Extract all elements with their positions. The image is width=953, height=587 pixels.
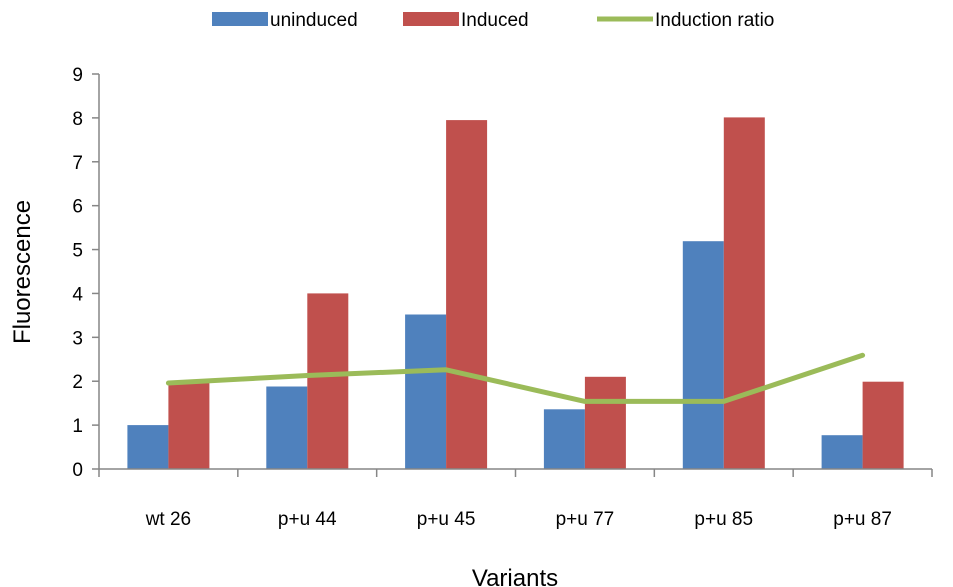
bar-induced-6 <box>862 381 904 469</box>
y-tick-label: 4 <box>72 284 83 305</box>
legend-swatch-uninduced <box>212 12 268 26</box>
y-tick-label: 3 <box>72 328 83 349</box>
x-tick-label: p+u 85 <box>694 509 753 530</box>
bar-induced-5 <box>723 117 765 470</box>
y-tick-label: 0 <box>72 460 83 481</box>
y-tick-label: 1 <box>72 416 83 437</box>
y-axis-title: Fluorescence <box>9 200 36 344</box>
bar-induced-2 <box>307 293 349 469</box>
axes: 0 1 2 3 4 5 6 7 8 9 wt 26 p+u 44 p+u 45 p+u 77 p+u 85 p… <box>72 65 933 530</box>
x-axis-title: Variants <box>472 565 558 587</box>
x-tick-label: p+u 87 <box>833 509 892 530</box>
bar-induced-3 <box>446 120 488 469</box>
y-tick-label: 8 <box>72 109 83 130</box>
legend-label-induction-ratio: Induction ratio <box>655 10 774 31</box>
bars <box>127 117 904 470</box>
bar-uninduced-2 <box>266 386 308 469</box>
line-layer <box>165 352 866 404</box>
x-tick-label: p+u 44 <box>278 509 337 530</box>
x-tick-label: p+u 45 <box>417 509 476 530</box>
legend: uninduced Induced Induction ratio <box>212 10 774 31</box>
bar-uninduced-6 <box>821 435 863 469</box>
bar-induced-1 <box>168 383 210 469</box>
bar-uninduced-4 <box>543 409 585 469</box>
bar-induced-4 <box>584 376 626 469</box>
legend-swatch-induced <box>403 12 459 26</box>
y-tick-label: 6 <box>72 197 83 218</box>
y-tick-label: 2 <box>72 372 83 393</box>
legend-label-induced: Induced <box>461 10 529 31</box>
series-line-induction-ratio <box>165 352 866 404</box>
x-tick-label: p+u 77 <box>556 509 615 530</box>
y-tick-label: 9 <box>72 65 83 86</box>
x-tick-label: wt 26 <box>145 509 191 530</box>
bar-uninduced-5 <box>682 241 724 469</box>
bar-uninduced-3 <box>405 314 447 469</box>
bar-uninduced-1 <box>127 425 169 469</box>
legend-label-uninduced: uninduced <box>270 10 358 31</box>
y-tick-label: 7 <box>72 153 83 174</box>
y-tick-label: 5 <box>72 241 83 262</box>
